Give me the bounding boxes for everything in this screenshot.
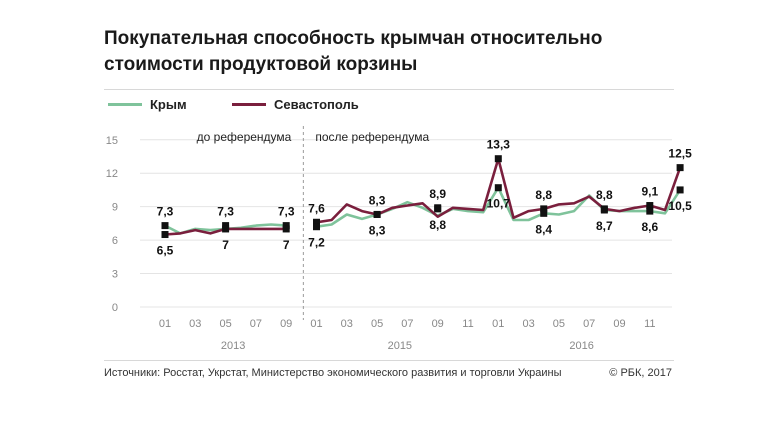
legend-swatch-sevastopol: [232, 103, 266, 106]
data-label: 7,3: [278, 205, 295, 219]
legend-swatch-crimea: [108, 103, 142, 106]
data-marker: [676, 164, 684, 172]
x-tick-label: 01: [492, 318, 504, 330]
x-tick-label: 09: [432, 318, 444, 330]
data-label: 7,2: [308, 236, 325, 250]
data-marker: [161, 231, 169, 239]
data-label: 7: [283, 238, 290, 252]
data-marker: [540, 205, 548, 213]
copyright: © РБК, 2017: [609, 367, 672, 379]
data-marker: [313, 218, 320, 226]
data-marker: [373, 210, 381, 218]
data-label: 8,8: [535, 188, 552, 202]
y-tick-label: 9: [112, 202, 118, 214]
data-marker: [161, 222, 169, 230]
data-label: 8,8: [429, 218, 446, 232]
data-marker: [646, 207, 654, 215]
data-marker: [434, 205, 442, 213]
x-tick-label: 05: [371, 318, 383, 330]
period-label-before: до референдума: [197, 130, 292, 144]
data-label: 10,5: [668, 199, 692, 213]
data-label: 8,3: [369, 223, 386, 237]
y-tick-label: 6: [112, 235, 118, 247]
data-marker: [646, 202, 654, 210]
data-label: 8,4: [535, 222, 552, 236]
x-tick-label: 03: [341, 318, 353, 330]
x-tick-label: 11: [644, 318, 655, 330]
data-marker: [600, 206, 608, 214]
bottom-divider: [104, 360, 674, 361]
data-label: 13,3: [487, 138, 511, 152]
data-label: 7,3: [157, 205, 174, 219]
data-marker: [540, 209, 548, 217]
data-label: 8,9: [429, 187, 446, 201]
x-tick-label: 07: [583, 318, 595, 330]
x-tick-label: 01: [159, 318, 171, 330]
data-marker: [494, 184, 502, 192]
x-tick-label: 11: [462, 318, 473, 330]
source-note: Источники: Росстат, Укрстат, Министерств…: [104, 367, 562, 379]
data-marker: [313, 223, 320, 231]
x-tick-label: 01: [310, 318, 322, 330]
data-label: 6,5: [157, 244, 174, 258]
data-marker: [282, 225, 290, 233]
x-tick-label: 05: [219, 318, 231, 330]
x-tick-label: 07: [401, 318, 413, 330]
legend-item-crimea: Крым: [108, 97, 187, 112]
data-marker: [676, 186, 684, 194]
data-label: 7,3: [217, 205, 234, 219]
x-tick-label: 03: [189, 318, 201, 330]
data-label: 9,1: [641, 185, 658, 199]
data-label: 8,6: [641, 220, 658, 234]
x-tick-label: 07: [250, 318, 262, 330]
data-label: 7: [222, 238, 229, 252]
y-tick-label: 12: [106, 168, 118, 180]
data-label: 8,7: [596, 219, 613, 233]
year-label: 2015: [388, 340, 412, 352]
y-tick-label: 15: [106, 135, 118, 147]
x-tick-label: 09: [280, 318, 292, 330]
legend-label-crimea: Крым: [150, 97, 187, 112]
data-label: 10,7: [487, 197, 511, 211]
data-label: 7,6: [308, 201, 325, 215]
data-label: 8,8: [596, 188, 613, 202]
data-marker: [494, 155, 502, 163]
data-label: 8,3: [369, 193, 386, 207]
legend-item-sevastopol: Севастополь: [232, 97, 359, 112]
x-tick-label: 09: [613, 318, 625, 330]
y-tick-label: 0: [112, 302, 118, 314]
year-label: 2016: [569, 340, 593, 352]
x-tick-label: 03: [522, 318, 534, 330]
year-label: 2013: [221, 340, 245, 352]
legend-label-sevastopol: Севастополь: [274, 97, 359, 112]
period-label-after: после референдума: [315, 130, 429, 144]
y-tick-label: 3: [112, 269, 118, 281]
data-marker: [222, 225, 230, 233]
top-divider: [104, 89, 674, 90]
data-label: 12,5: [668, 147, 692, 161]
chart-title: Покупательная способность крымчан относи…: [104, 28, 603, 75]
x-tick-label: 05: [553, 318, 565, 330]
